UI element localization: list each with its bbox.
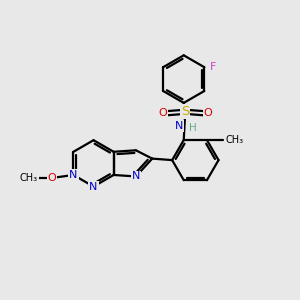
Text: CH₃: CH₃: [20, 173, 38, 183]
Text: S: S: [181, 105, 189, 118]
Text: N: N: [69, 170, 78, 180]
Text: N: N: [175, 121, 183, 131]
Text: O: O: [48, 173, 56, 183]
Text: O: O: [204, 108, 212, 118]
Text: N: N: [132, 172, 140, 182]
Text: CH₃: CH₃: [226, 135, 244, 145]
Text: F: F: [209, 62, 216, 72]
Text: N: N: [89, 182, 98, 192]
Text: H: H: [189, 123, 197, 133]
Text: O: O: [158, 108, 167, 118]
